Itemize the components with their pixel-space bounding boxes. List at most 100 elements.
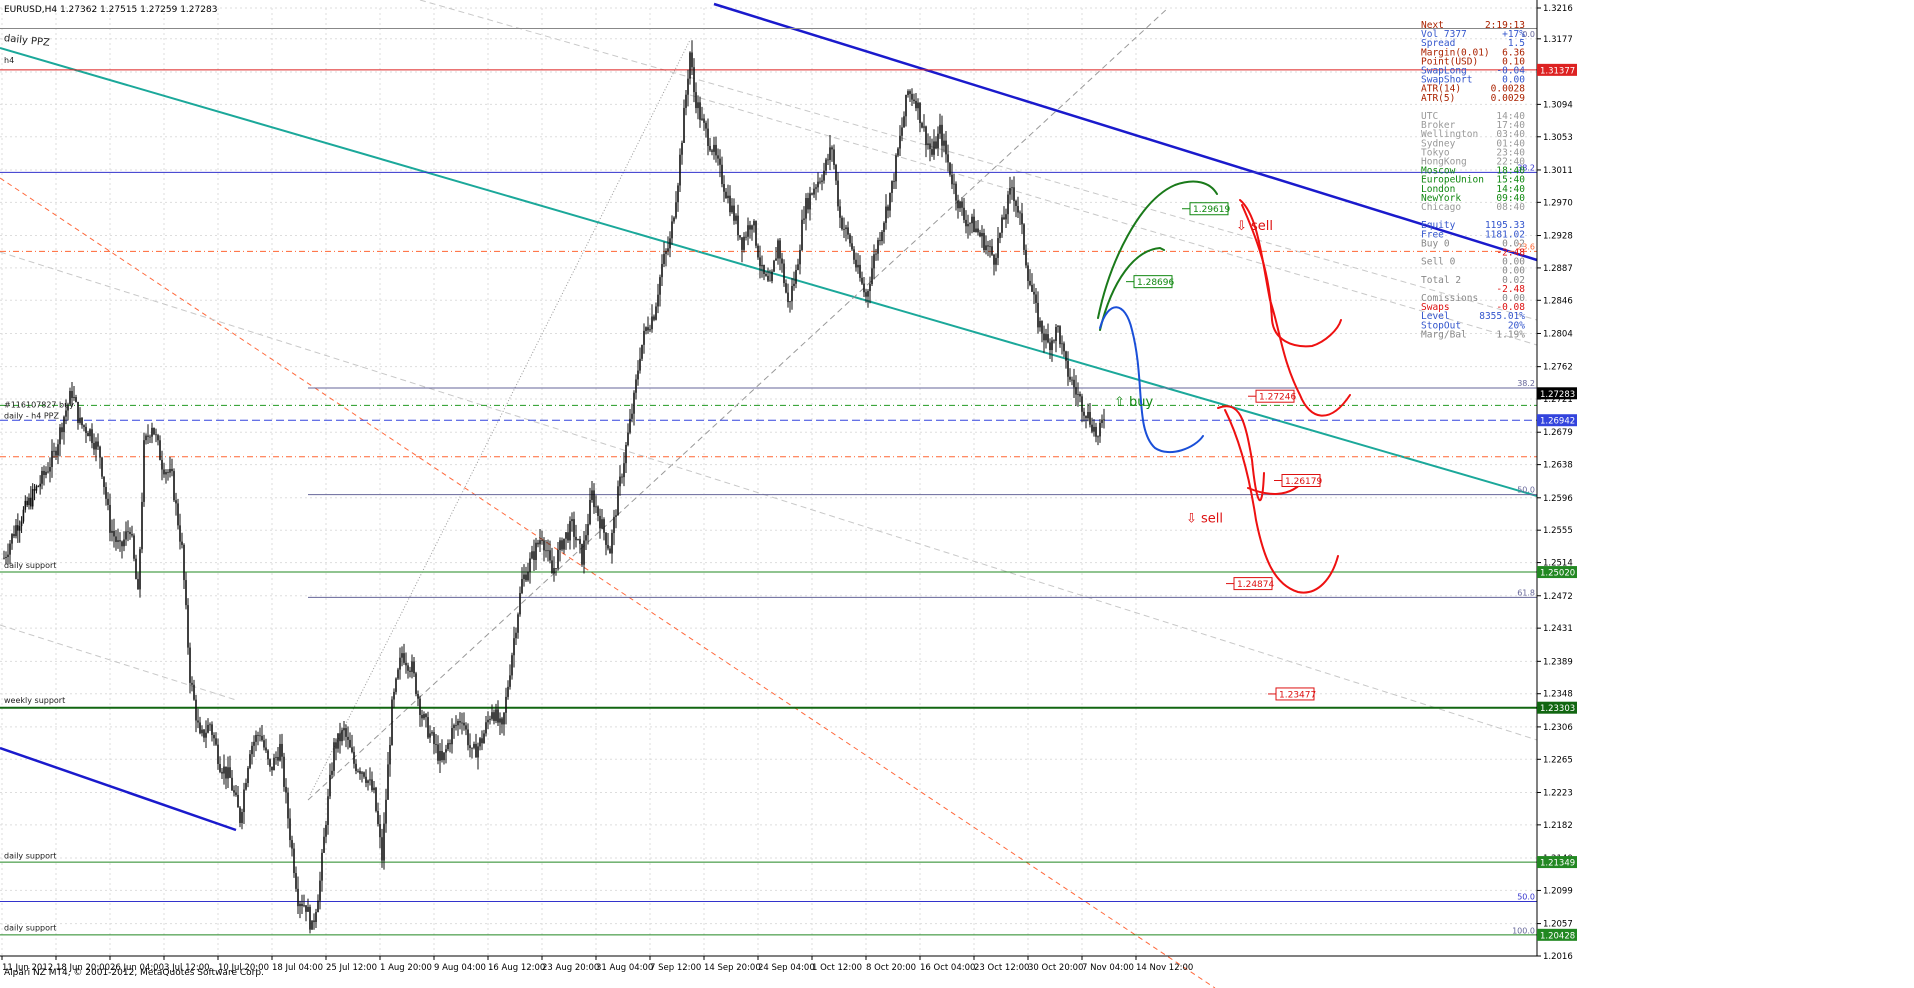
price-tag-box	[1537, 63, 1577, 76]
projection-red-d	[1224, 409, 1339, 594]
candle-body	[319, 880, 321, 901]
candle-body	[797, 264, 799, 271]
candle-body	[719, 158, 721, 165]
candle-body	[163, 469, 165, 475]
price-tick-label: 1.2804	[1543, 329, 1573, 339]
info-panel-value: 6.36	[1502, 47, 1525, 58]
candle-body	[1011, 187, 1013, 189]
candle-body	[1061, 343, 1063, 345]
candle-body	[931, 149, 933, 155]
candle-body	[1071, 379, 1073, 381]
candle-body	[423, 714, 425, 719]
candle-body	[239, 807, 241, 823]
candle-body	[903, 116, 905, 128]
candle-body	[811, 193, 813, 195]
candle-body	[159, 440, 161, 460]
info-panel-value: 8355.01%	[1479, 311, 1525, 322]
candle-body	[107, 498, 109, 505]
candle-body	[545, 550, 547, 552]
candle-body	[1065, 351, 1067, 361]
candle-body	[51, 450, 53, 468]
candle-body	[115, 536, 117, 542]
candle-body	[55, 450, 57, 456]
candle-body	[609, 548, 611, 554]
candle-body	[949, 162, 951, 175]
candle-body	[169, 468, 171, 473]
candle-body	[645, 327, 647, 331]
candle-body	[1013, 187, 1015, 201]
time-tick-label: 25 Jul 12:00	[326, 963, 377, 973]
candle-body	[633, 392, 635, 414]
candle-body	[593, 490, 595, 508]
candle-body	[553, 568, 555, 574]
candle-body	[533, 551, 535, 561]
candle-body	[83, 425, 85, 427]
price-tick-label: 1.2389	[1543, 657, 1573, 667]
candle-body	[93, 442, 95, 450]
candle-body	[899, 135, 901, 149]
candle-body	[871, 268, 873, 285]
candle-body	[305, 905, 307, 912]
candle-body	[223, 766, 225, 774]
candle-body	[467, 729, 469, 746]
candle-body	[221, 771, 223, 774]
candle-body	[177, 503, 179, 526]
candle-body	[491, 712, 493, 719]
candle-body	[35, 486, 38, 491]
candle-body	[191, 682, 193, 685]
candle-body	[215, 738, 217, 745]
candle-body	[697, 102, 699, 109]
info-panel-key: EuropeUnion	[1421, 175, 1484, 186]
candle-body	[567, 532, 569, 541]
candle-body	[723, 184, 725, 192]
candle-body	[431, 732, 433, 734]
candle-body	[1073, 379, 1075, 388]
candle-body	[283, 756, 285, 787]
candle-body	[125, 531, 127, 540]
candle-body	[1051, 340, 1053, 351]
candle-body	[907, 91, 909, 96]
candle-body	[227, 767, 229, 779]
candle-body	[61, 427, 63, 433]
candle-body	[139, 549, 141, 590]
info-panel-value: 0.0028	[1491, 84, 1526, 95]
candle-body	[1093, 426, 1095, 432]
info-panel-value: -2.48	[1496, 248, 1525, 259]
candle-body	[957, 200, 959, 209]
candle-body	[913, 99, 915, 101]
candle-body	[20, 521, 23, 527]
candle-body	[343, 728, 345, 731]
candle-body	[1005, 214, 1007, 220]
projection-box-label: 1.24874	[1237, 580, 1274, 590]
candle-body	[967, 224, 969, 227]
candle-body	[601, 519, 603, 529]
candle-body	[943, 140, 945, 146]
candle-body	[311, 920, 313, 930]
projection-green-upper	[1097, 180, 1218, 319]
candle-body	[281, 743, 283, 757]
candle-body	[185, 580, 187, 606]
candle-body	[233, 790, 235, 793]
time-tick-label: 3 Jul 12:00	[164, 963, 210, 973]
candle-body	[315, 912, 317, 923]
candle-body	[897, 148, 899, 156]
price-tick-label: 1.2887	[1543, 264, 1573, 274]
candle-body	[643, 330, 645, 345]
candle-body	[619, 476, 621, 487]
candle-body	[1043, 333, 1045, 341]
candle-body	[889, 192, 891, 211]
candle-body	[7, 554, 9, 558]
info-panel-value: 0.00	[1502, 75, 1525, 86]
price-tag-label: 1.31377	[1540, 66, 1575, 76]
candle-body	[465, 725, 467, 730]
candle-body	[131, 534, 133, 536]
candle-body	[961, 201, 963, 208]
candle-body	[279, 743, 281, 761]
fib-level-label: 38.2	[1517, 163, 1535, 172]
candle-body	[727, 195, 729, 199]
candle-body	[155, 434, 157, 436]
candle-body	[11, 534, 13, 544]
trade-annotation: ⇧ buy	[1114, 395, 1154, 410]
candle-body	[589, 499, 591, 525]
